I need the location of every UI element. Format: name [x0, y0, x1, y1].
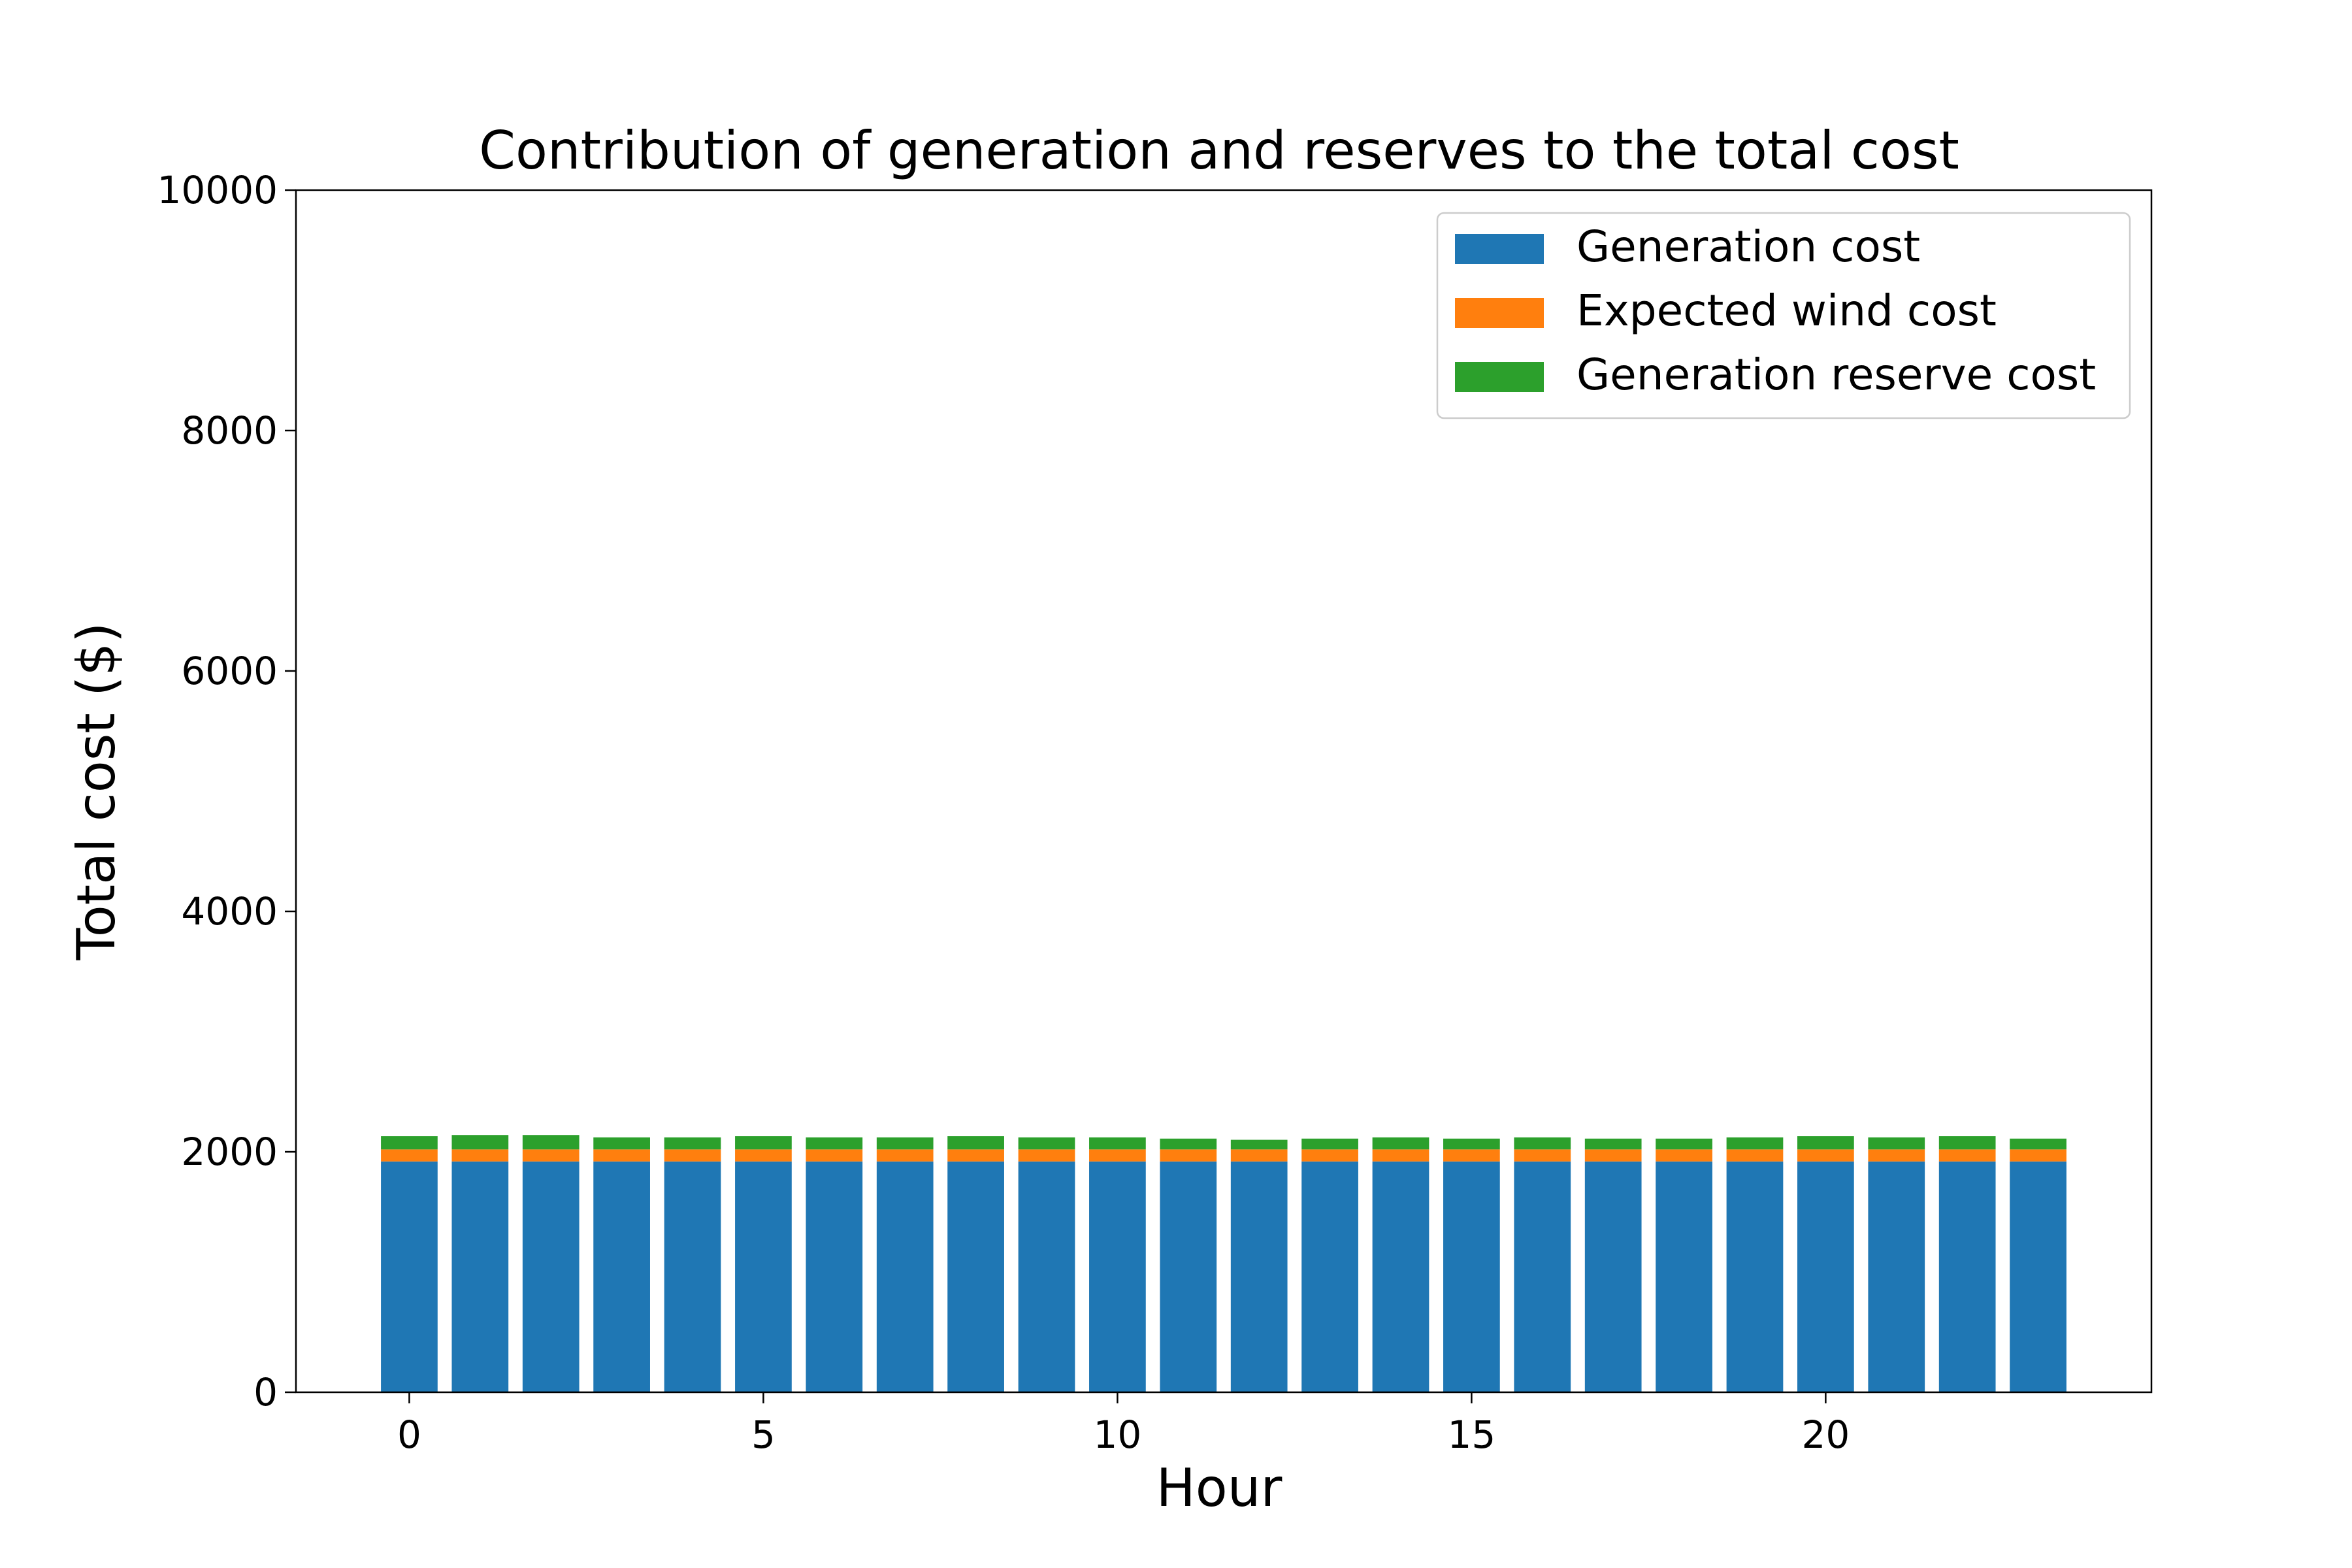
bar-segment-series-1-hour-7	[876, 1149, 934, 1162]
bar-segment-series-1-hour-0	[381, 1149, 438, 1162]
bar-segment-series-2-hour-19	[1726, 1137, 1784, 1150]
bar-segment-series-2-hour-4	[664, 1137, 721, 1150]
bar-segment-series-0-hour-20	[1797, 1161, 1854, 1392]
bar-segment-series-1-hour-12	[1230, 1149, 1288, 1162]
bar-segment-series-0-hour-5	[735, 1161, 792, 1392]
bar-segment-series-1-hour-23	[2010, 1149, 2066, 1162]
legend-label: Generation reserve cost	[1576, 350, 2096, 400]
x-axis-label: Hour	[1156, 1458, 1282, 1518]
chart-title: Contribution of generation and reserves …	[479, 120, 1959, 181]
bar-segment-series-2-hour-13	[1301, 1138, 1358, 1150]
bar-segment-series-2-hour-2	[522, 1135, 580, 1150]
plot-area-frame	[295, 189, 2153, 1394]
bar-segment-series-1-hour-9	[1018, 1149, 1075, 1162]
bar-segment-series-2-hour-16	[1514, 1137, 1571, 1150]
bar-segment-series-0-hour-3	[593, 1161, 650, 1392]
bar-segment-series-2-hour-0	[381, 1136, 438, 1150]
bar-segment-series-2-hour-20	[1797, 1136, 1854, 1150]
bar-segment-series-2-hour-7	[876, 1137, 934, 1150]
bar-segment-series-2-hour-10	[1089, 1137, 1146, 1150]
bar-segment-series-0-hour-21	[1868, 1161, 1925, 1392]
legend-swatch	[1455, 234, 1544, 264]
bar-segment-series-0-hour-18	[1656, 1161, 1712, 1392]
bar-segment-series-0-hour-6	[806, 1161, 863, 1392]
legend-label: Generation cost	[1576, 221, 1920, 272]
bar-segment-series-1-hour-5	[735, 1149, 792, 1162]
bar-segment-series-2-hour-9	[1018, 1137, 1075, 1150]
legend: Generation cost Expected wind cost Generat…	[1436, 212, 2131, 419]
bar-segment-series-1-hour-10	[1089, 1149, 1146, 1162]
bar-segment-series-2-hour-5	[735, 1136, 792, 1150]
y-axis-label: Total cost ($)	[66, 623, 127, 961]
bar-segment-series-1-hour-3	[593, 1149, 650, 1162]
bar-segment-series-2-hour-6	[806, 1137, 863, 1150]
bar-segment-series-0-hour-4	[664, 1161, 721, 1392]
bar-segment-series-1-hour-20	[1797, 1149, 1854, 1162]
legend-swatch	[1455, 362, 1544, 392]
y-tick-label: 2000	[181, 1130, 278, 1174]
bar-segment-series-2-hour-23	[2010, 1138, 2066, 1150]
bar-segment-series-0-hour-15	[1443, 1161, 1500, 1392]
bar-segment-series-1-hour-21	[1868, 1149, 1925, 1162]
bar-segment-series-1-hour-8	[947, 1149, 1004, 1162]
bar-segment-series-1-hour-1	[451, 1149, 509, 1162]
y-tick-label: 8000	[181, 408, 278, 453]
legend-swatch	[1455, 298, 1544, 328]
bar-segment-series-2-hour-12	[1230, 1139, 1288, 1150]
y-tick-label: 0	[253, 1370, 278, 1414]
bar-segment-series-0-hour-14	[1372, 1161, 1429, 1392]
bar-segment-series-0-hour-7	[876, 1161, 934, 1392]
bar-segment-series-0-hour-2	[522, 1161, 580, 1392]
bar-segment-series-1-hour-6	[806, 1149, 863, 1162]
x-tick-label: 0	[397, 1413, 421, 1457]
bar-segment-series-0-hour-0	[381, 1161, 438, 1392]
bar-segment-series-2-hour-22	[1938, 1136, 1996, 1150]
bar-segment-series-2-hour-3	[593, 1137, 650, 1150]
x-tick-label: 10	[1093, 1413, 1141, 1457]
bar-segment-series-1-hour-11	[1160, 1149, 1217, 1162]
bar-segment-series-1-hour-14	[1372, 1149, 1429, 1162]
x-tick-label: 15	[1447, 1413, 1495, 1457]
bar-segment-series-2-hour-14	[1372, 1137, 1429, 1150]
axes-layer: 0 2000 4000 6000 8000 10000 0 5 10 15 20	[157, 168, 1850, 1457]
bar-segment-series-1-hour-19	[1726, 1149, 1784, 1162]
bar-segment-series-0-hour-16	[1514, 1161, 1571, 1392]
bar-segment-series-0-hour-1	[451, 1161, 509, 1392]
bar-segment-series-2-hour-21	[1868, 1137, 1925, 1150]
bar-segment-series-1-hour-2	[522, 1149, 580, 1162]
bar-segment-series-0-hour-12	[1230, 1161, 1288, 1392]
bar-segment-series-1-hour-18	[1656, 1149, 1712, 1162]
bar-segment-series-0-hour-8	[947, 1161, 1004, 1392]
legend-label: Expected wind cost	[1576, 286, 1997, 336]
bar-segment-series-0-hour-22	[1938, 1161, 1996, 1392]
y-tick-label: 4000	[181, 889, 278, 934]
bar-segment-series-1-hour-16	[1514, 1149, 1571, 1162]
y-tick-label: 10000	[157, 168, 278, 212]
bar-segment-series-1-hour-17	[1584, 1149, 1642, 1162]
bar-segment-series-2-hour-17	[1584, 1138, 1642, 1150]
legend-box	[1436, 212, 2131, 419]
x-tick-label: 5	[751, 1413, 776, 1457]
bar-segment-series-0-hour-13	[1301, 1161, 1358, 1392]
bar-segment-series-1-hour-22	[1938, 1149, 1996, 1162]
bar-segment-series-0-hour-10	[1089, 1161, 1146, 1392]
bar-segment-series-2-hour-18	[1656, 1138, 1712, 1150]
bar-segment-series-2-hour-1	[451, 1135, 509, 1150]
bars-layer	[381, 1135, 2066, 1392]
bar-segment-series-0-hour-17	[1584, 1161, 1642, 1392]
bar-segment-series-1-hour-4	[664, 1149, 721, 1162]
x-tick-label: 20	[1801, 1413, 1850, 1457]
bar-segment-series-2-hour-11	[1160, 1138, 1217, 1150]
y-tick-label: 6000	[181, 649, 278, 693]
bar-segment-series-0-hour-19	[1726, 1161, 1784, 1392]
bar-segment-series-0-hour-23	[2010, 1161, 2066, 1392]
bar-segment-series-2-hour-8	[947, 1136, 1004, 1150]
bar-segment-series-2-hour-15	[1443, 1138, 1500, 1150]
bar-segment-series-0-hour-9	[1018, 1161, 1075, 1392]
bar-segment-series-0-hour-11	[1160, 1161, 1217, 1392]
bar-segment-series-1-hour-15	[1443, 1149, 1500, 1162]
bar-segment-series-1-hour-13	[1301, 1149, 1358, 1162]
